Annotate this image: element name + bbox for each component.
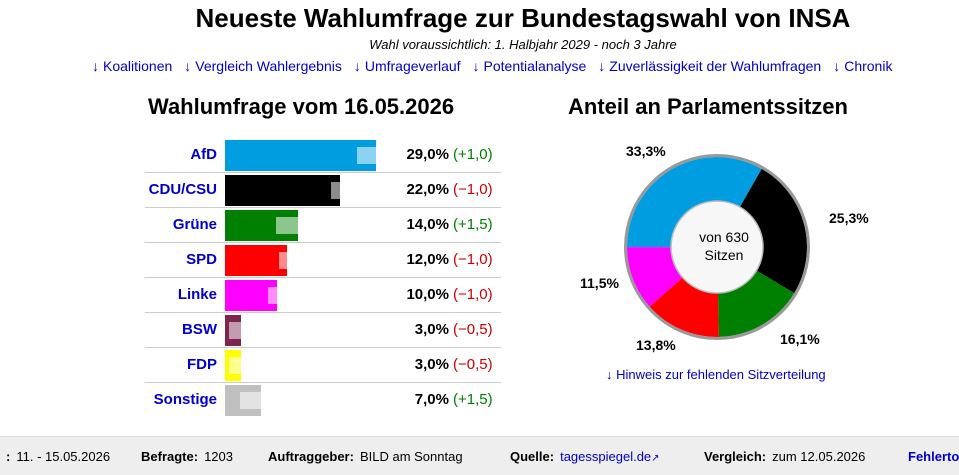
poll-row: BSW 3,0% (−0,5): [145, 313, 501, 348]
party-name-link[interactable]: SPD: [186, 251, 217, 268]
period-label: :: [6, 449, 11, 464]
source-label: Quelle:: [510, 449, 555, 464]
poll-row: FDP 3,0% (−0,5): [145, 348, 501, 383]
down-arrow-icon: ↓: [833, 58, 841, 74]
nav-link-label: Koalitionen: [103, 58, 173, 74]
previous-value-marker: [276, 217, 301, 234]
seat-slice-cducsu: [739, 168, 807, 294]
client-value: BILD am Sonntag: [359, 449, 463, 464]
party-name-link[interactable]: Grüne: [172, 216, 217, 233]
previous-value-marker: [229, 357, 254, 374]
nav-link-label: Potentialanalyse: [483, 58, 587, 74]
poll-row: CDU/CSU 22,0% (−1,0): [145, 173, 501, 208]
seat-distribution-note-link[interactable]: ↓ Hinweis zur fehlenden Sitzverteilung: [606, 367, 826, 382]
nav-link-label: Umfrageverlauf: [364, 58, 461, 74]
donut-outer-ring: [624, 154, 810, 340]
nav-link-0[interactable]: ↓ Koalitionen: [92, 58, 172, 74]
seat-label-spd: 13,8%: [636, 337, 676, 353]
nav-link-label: Vergleich Wahlergebnis: [195, 58, 342, 74]
poll-row: SPD 12,0% (−1,0): [145, 243, 501, 278]
poll-row: Linke 10,0% (−1,0): [145, 278, 501, 313]
donut-hole: [670, 200, 764, 294]
poll-row: AfD 29,0% (+1,0): [145, 138, 501, 173]
poll-value: 3,0%: [414, 321, 449, 338]
party-name-link[interactable]: CDU/CSU: [148, 181, 217, 198]
seats-heading: Anteil an Parlamentssitzen: [568, 94, 848, 119]
nav-link-5[interactable]: ↓ Chronik: [833, 58, 892, 74]
poll-heading: Wahlumfrage vom 16.05.2026: [148, 94, 455, 119]
previous-value-marker: [229, 322, 254, 339]
seat-slice-grne: [717, 270, 795, 337]
party-name-link[interactable]: AfD: [190, 146, 217, 163]
poll-value: 12,0%: [406, 251, 449, 268]
poll-bar: [225, 175, 340, 206]
poll-change: (+1,5): [453, 391, 493, 408]
poll-bar: [225, 245, 288, 276]
seat-label-afd: 33,3%: [626, 143, 666, 159]
down-arrow-icon: ↓: [472, 58, 480, 74]
seat-label-gruene: 16,1%: [780, 331, 820, 347]
period-value: 11. - 15.05.2026: [16, 449, 111, 464]
down-arrow-icon: ↓: [92, 58, 99, 74]
external-link-icon: ↗: [651, 453, 660, 464]
donut-center-label: von 630 Sitzen: [679, 228, 769, 264]
down-arrow-icon: ↓: [353, 58, 361, 74]
nav-link-3[interactable]: ↓ Potentialanalyse: [473, 58, 587, 74]
poll-row: Grüne 14,0% (+1,5): [145, 208, 501, 243]
previous-value-marker: [239, 392, 264, 409]
source-link-text: tagesspiegel.de: [560, 449, 652, 464]
poll-value: 3,0%: [414, 356, 449, 373]
seat-donut-chart: [622, 152, 812, 342]
seat-slice-afd: [627, 156, 762, 248]
party-name-link[interactable]: BSW: [182, 321, 217, 338]
poll-info-footer: :11. - 15.05.2026 Befragte: 1203 Auftragg…: [0, 436, 959, 475]
seat-label-linke: 11,5%: [580, 275, 619, 291]
down-arrow-icon: ↓: [184, 58, 192, 74]
poll-change: (−1,0): [453, 251, 493, 268]
party-name-link[interactable]: Sonstige: [153, 391, 217, 408]
comparison-label: Vergleich:: [704, 449, 767, 464]
respondents-value: 1203: [204, 449, 233, 464]
previous-value-marker: [278, 252, 303, 269]
seat-slice-spd: [649, 277, 719, 337]
seat-slice-linke: [627, 247, 683, 307]
poll-change: (−1,0): [453, 286, 493, 303]
previous-value-marker: [268, 287, 293, 304]
previous-value-marker: [330, 182, 355, 199]
seat-count: von 630: [699, 229, 749, 245]
poll-change: (−1,0): [453, 181, 493, 198]
poll-change: (+1,0): [453, 146, 493, 163]
poll-value: 14,0%: [406, 216, 449, 233]
poll-value: 10,0%: [406, 286, 449, 303]
source-link[interactable]: tagesspiegel.de↗: [560, 449, 659, 464]
client-label: Auftraggeber:: [268, 449, 354, 464]
nav-link-4[interactable]: ↓ Zuverlässigkeit der Wahlumfragen: [598, 58, 821, 74]
party-name-link[interactable]: FDP: [187, 356, 217, 373]
poll-change: (+1,5): [453, 216, 493, 233]
poll-value: 29,0%: [406, 146, 449, 163]
election-date-subtitle: Wahl voraussichtlich: 1. Halbjahr 2029 -…: [369, 37, 677, 52]
poll-bar: [225, 140, 376, 171]
seat-label-cdu: 25,3%: [829, 210, 869, 226]
comparison-value: zum 12.05.2026: [772, 449, 866, 464]
nav-link-label: Zuverlässigkeit der Wahlumfragen: [609, 58, 822, 74]
error-tolerance-link[interactable]: Fehlerto: [908, 449, 959, 464]
nav-link-2[interactable]: ↓ Umfrageverlauf: [354, 58, 461, 74]
poll-value: 7,0%: [414, 391, 449, 408]
party-name-link[interactable]: Linke: [177, 286, 217, 303]
respondents-label: Befragte:: [141, 449, 199, 464]
nav-link-1[interactable]: ↓ Vergleich Wahlergebnis: [184, 58, 342, 74]
poll-change: (−0,5): [453, 356, 493, 373]
nav-link-label: Chronik: [844, 58, 893, 74]
seat-count-unit: Sitzen: [704, 247, 744, 263]
page-title: Neueste Wahlumfrage zur Bundestagswahl v…: [195, 3, 851, 33]
seat-donut-svg: [624, 154, 810, 340]
down-arrow-icon: ↓: [598, 58, 606, 74]
poll-row: Sonstige 7,0% (+1,5): [145, 383, 501, 417]
poll-change: (−0,5): [453, 321, 493, 338]
poll-value: 22,0%: [406, 181, 449, 198]
section-nav: ↓ Koalitionen ↓ Vergleich Wahlergebnis ↓ Umfr…: [92, 58, 904, 74]
previous-value-marker: [356, 147, 381, 164]
